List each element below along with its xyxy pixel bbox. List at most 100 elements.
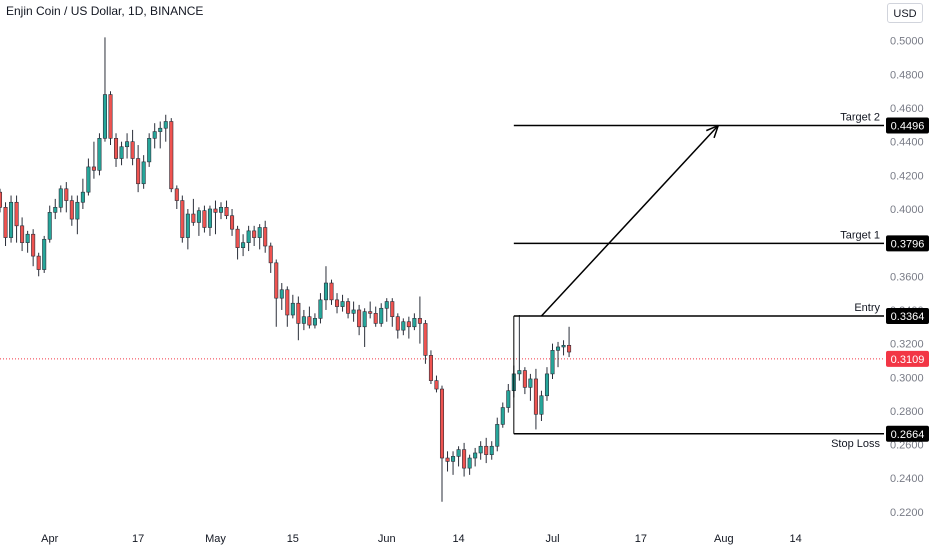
candle-up: [556, 346, 561, 351]
candle-up: [379, 307, 384, 324]
candle-up: [158, 127, 163, 132]
candle-down: [69, 200, 74, 220]
candle-down: [202, 210, 207, 228]
candle-up: [544, 373, 549, 397]
candle-down: [533, 378, 538, 415]
candle-up: [550, 350, 555, 375]
x-tick-label: Jun: [378, 533, 396, 545]
candle-down: [462, 449, 467, 469]
x-tick-label: 17: [635, 533, 647, 545]
candle-down: [130, 141, 135, 159]
candle-up: [340, 301, 345, 307]
candle-up: [147, 138, 152, 163]
x-tick-label: 17: [132, 533, 144, 545]
candle-down: [0, 191, 3, 208]
x-tick-label: 14: [452, 533, 464, 545]
candle-down: [252, 230, 257, 238]
x-tick-label: Apr: [41, 533, 58, 545]
current-price-tag-bg: [886, 350, 929, 367]
candle-down: [108, 94, 113, 139]
y-tick-label: 0.5000: [890, 36, 924, 48]
currency-button[interactable]: USD: [887, 3, 923, 23]
candle-up: [25, 233, 30, 243]
candle-down: [285, 289, 290, 316]
candle-down: [230, 215, 235, 230]
level-price-tag: 0.3364: [891, 311, 925, 323]
trade-levels: Target 2 Target 1 Entry Stop Loss: [513, 112, 884, 450]
projection-arrow: [540, 124, 719, 317]
candle-up: [561, 344, 566, 348]
candle-up: [86, 166, 91, 193]
candles: [0, 37, 572, 502]
level-price-tag-bg: [886, 117, 929, 134]
arrow-head: [705, 124, 719, 132]
level-label: Target 2: [840, 112, 880, 124]
level-label: Entry: [854, 302, 880, 314]
candle-up: [528, 378, 533, 388]
candle-down: [567, 344, 572, 353]
y-tick-label: 0.2800: [890, 406, 924, 418]
candle-down: [174, 188, 179, 201]
candle-up: [218, 207, 224, 213]
candle-down: [434, 380, 439, 390]
level-label: Stop Loss: [831, 438, 880, 450]
y-tick-label: 0.2200: [890, 507, 924, 519]
candle-up: [257, 227, 262, 238]
candle-up: [323, 282, 328, 301]
candle-down: [296, 302, 301, 324]
chart-title: Enjin Coin / US Dollar, 1D, BINANCE: [6, 4, 204, 18]
candle-down: [522, 370, 527, 388]
x-tick-label: 15: [287, 533, 299, 545]
candle-up: [246, 230, 251, 243]
level-price-tag-bg: [886, 235, 929, 252]
candle-up: [125, 141, 130, 148]
candle-up: [163, 121, 168, 129]
level-price-tag: 0.4496: [891, 121, 925, 133]
candle-down: [235, 228, 240, 248]
y-tick-label: 0.2400: [890, 473, 924, 485]
level-label: Target 1: [840, 229, 880, 241]
candle-down: [406, 321, 411, 328]
candle-down: [169, 121, 174, 190]
x-tick-label: May: [205, 533, 226, 545]
candle-up: [119, 146, 124, 159]
candle-down: [428, 355, 433, 381]
candle-down: [20, 225, 25, 243]
candle-down: [64, 188, 69, 201]
candle-up: [478, 445, 483, 454]
candle-up: [362, 311, 367, 328]
candle-up: [97, 138, 102, 171]
candle-up: [500, 407, 505, 425]
arrow-shaft: [540, 125, 719, 317]
level-price-tag: 0.2664: [891, 429, 925, 441]
candle-up: [290, 302, 295, 316]
candle-down: [390, 301, 395, 317]
candle-down: [180, 200, 185, 238]
candle-up: [451, 456, 456, 462]
candle-down: [423, 323, 428, 356]
candle-up: [384, 301, 389, 309]
candle-up: [102, 94, 107, 139]
arrow-head: [713, 125, 719, 139]
candle-down: [307, 316, 312, 326]
candle-down: [191, 213, 196, 223]
candle-down: [136, 158, 141, 185]
candle-up: [473, 452, 478, 459]
candle-down: [395, 316, 400, 331]
candle-down: [368, 311, 373, 314]
candle-up: [58, 188, 63, 208]
candle-up: [53, 207, 58, 213]
candle-down: [263, 227, 268, 247]
y-axis: 0.22000.24000.26000.28000.30000.32000.34…: [890, 36, 924, 519]
y-tick-label: 0.4000: [890, 204, 924, 216]
candle-down: [31, 233, 36, 257]
candle-up: [495, 424, 500, 447]
y-tick-label: 0.3600: [890, 271, 924, 283]
y-tick-label: 0.4800: [890, 69, 924, 81]
candle-up: [489, 445, 494, 455]
candle-up: [351, 309, 356, 314]
y-tick-label: 0.3200: [890, 339, 924, 351]
candle-up: [467, 457, 472, 469]
candle-up: [185, 213, 190, 238]
